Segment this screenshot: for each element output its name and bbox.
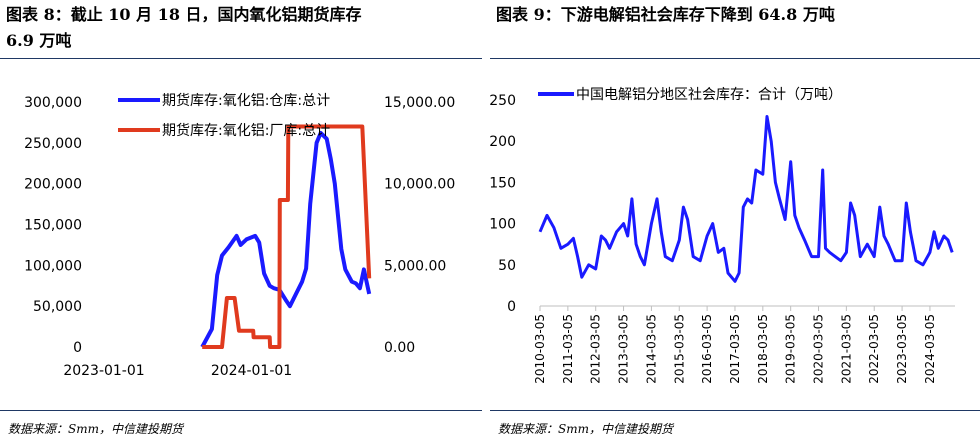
y-tick-label: 50 — [498, 258, 516, 274]
right-bottom-rule — [490, 410, 980, 411]
left-y-tick-label: 100,000 — [24, 258, 82, 274]
left-title-line2: 6.9 万吨 — [6, 31, 72, 50]
x-tick-label: 2016-03-05 — [700, 314, 714, 384]
left-source: 数据来源：Smm，中信建投期货 — [8, 422, 183, 436]
x-tick-label: 2017-03-05 — [728, 314, 742, 384]
x-tick-label: 2024-03-05 — [923, 314, 937, 384]
right-y-tick-label: 5,000.00 — [384, 258, 446, 274]
left-bottom-rule — [0, 410, 482, 411]
x-tick-label: 2018-03-05 — [756, 314, 770, 384]
left-title-line1: 图表 8：截止 10 月 18 日，国内氧化铝期货库存 — [6, 5, 362, 24]
legend-label-2: 期货库存:氧化铝:厂库:总计 — [162, 122, 330, 139]
x-tick-label: 2022-03-05 — [867, 314, 881, 384]
x-tick-label: 2023-03-05 — [895, 314, 909, 384]
left-chart: 0 50,000 100,000 150,000 200,000 250,000 300,0… — [24, 92, 455, 379]
right-y-tick-label: 0.00 — [384, 340, 415, 356]
y-tick-label: 150 — [489, 175, 516, 191]
right-y-tick-label: 15,000.00 — [384, 95, 455, 111]
x-tick-label: 2021-03-05 — [839, 314, 853, 384]
left-y-tick-label: 0 — [73, 340, 82, 356]
series-line-2 — [202, 124, 372, 349]
left-figure-title: 图表 8：截止 10 月 18 日，国内氧化铝期货库存 6.9 万吨 — [6, 2, 362, 54]
right-figure-title: 图表 9：下游电解铝社会库存下降到 64.8 万吨 — [496, 2, 835, 28]
legend-label-1: 期货库存:氧化铝:仓库:总计 — [162, 92, 330, 109]
right-source: 数据来源：Smm，中信建投期货 — [498, 422, 673, 436]
right-top-rule — [490, 58, 980, 59]
y-tick-label: 250 — [489, 93, 516, 109]
left-y-tick-label: 250,000 — [24, 136, 82, 152]
left-y-tick-label: 50,000 — [33, 299, 82, 315]
x-tick-label: 2012-03-05 — [589, 314, 603, 384]
x-tick-label: 2023-01-01 — [63, 363, 144, 379]
x-tick-label: 2019-03-05 — [784, 314, 798, 384]
x-tick-label: 2010-03-05 — [533, 314, 547, 384]
legend-label-1: 中国电解铝分地区社会库存：合计（万吨） — [576, 87, 842, 103]
x-tick-label: 2015-03-05 — [672, 314, 686, 384]
y-tick-label: 0 — [507, 299, 516, 315]
right-panel: 图表 9：下游电解铝社会库存下降到 64.8 万吨 0 50 100 150 200 25… — [489, 0, 980, 444]
left-y-tick-label: 200,000 — [24, 177, 82, 193]
left-y-tick-label: 150,000 — [24, 218, 82, 234]
x-tick-label: 2011-03-05 — [561, 314, 575, 384]
left-y-tick-label: 300,000 — [24, 95, 82, 111]
series-line-1 — [538, 115, 954, 283]
y-tick-label: 100 — [489, 217, 516, 233]
x-tick-label: 2013-03-05 — [617, 314, 631, 384]
series-line-1 — [200, 131, 372, 348]
right-title: 图表 9：下游电解铝社会库存下降到 64.8 万吨 — [496, 5, 835, 24]
x-tick-label: 2014-03-05 — [644, 314, 658, 384]
left-panel: 图表 8：截止 10 月 18 日，国内氧化铝期货库存 6.9 万吨 0 50,0… — [0, 0, 482, 444]
x-tick-label: 2020-03-05 — [812, 314, 826, 384]
left-top-rule — [0, 58, 482, 59]
right-y-tick-label: 10,000.00 — [384, 177, 455, 193]
y-tick-label: 200 — [489, 134, 516, 150]
right-chart: 0 50 100 150 200 250 2010-03-05 2011-03-05 2012-… — [489, 87, 955, 384]
x-tick-label: 2024-01-01 — [211, 363, 292, 379]
